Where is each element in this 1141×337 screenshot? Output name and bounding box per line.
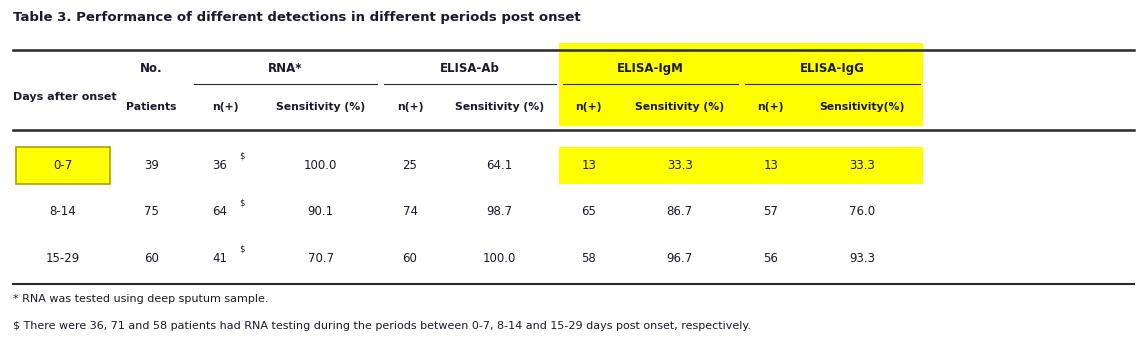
Text: $: $	[238, 245, 244, 254]
Text: n(+): n(+)	[212, 102, 238, 112]
Text: 93.3: 93.3	[849, 252, 875, 265]
FancyBboxPatch shape	[559, 87, 923, 126]
Text: Sensitivity(%): Sensitivity(%)	[819, 102, 905, 112]
Text: n(+): n(+)	[397, 102, 423, 112]
Text: $: $	[238, 151, 244, 160]
FancyBboxPatch shape	[559, 148, 923, 184]
Text: RNA*: RNA*	[268, 62, 302, 75]
Text: n(+): n(+)	[575, 102, 602, 112]
Text: Sensitivity (%): Sensitivity (%)	[276, 102, 365, 112]
Text: No.: No.	[140, 62, 163, 75]
Text: 15-29: 15-29	[46, 252, 80, 265]
Text: 100.0: 100.0	[304, 159, 338, 172]
Text: n(+): n(+)	[758, 102, 784, 112]
Text: Sensitivity (%): Sensitivity (%)	[455, 102, 544, 112]
Text: 65: 65	[581, 206, 596, 218]
Text: 86.7: 86.7	[666, 206, 693, 218]
Text: 56: 56	[763, 252, 778, 265]
Text: 25: 25	[403, 159, 418, 172]
Text: ELISA-IgM: ELISA-IgM	[617, 62, 683, 75]
Text: 57: 57	[763, 206, 778, 218]
Text: 8-14: 8-14	[49, 206, 76, 218]
Text: 60: 60	[144, 252, 159, 265]
Text: * RNA was tested using deep sputum sample.: * RNA was tested using deep sputum sampl…	[13, 294, 268, 304]
Text: Days after onset: Days after onset	[13, 92, 116, 102]
Text: 41: 41	[212, 252, 227, 265]
Text: 64.1: 64.1	[486, 159, 512, 172]
Text: 58: 58	[581, 252, 596, 265]
Text: 36: 36	[212, 159, 227, 172]
Text: 100.0: 100.0	[483, 252, 516, 265]
Text: 33.3: 33.3	[849, 159, 875, 172]
Text: 64: 64	[212, 206, 227, 218]
Text: 74: 74	[403, 206, 418, 218]
Text: 98.7: 98.7	[486, 206, 512, 218]
Text: 39: 39	[144, 159, 159, 172]
Text: Patients: Patients	[127, 102, 177, 112]
Text: 33.3: 33.3	[666, 159, 693, 172]
FancyBboxPatch shape	[16, 148, 110, 184]
FancyBboxPatch shape	[742, 43, 923, 93]
FancyBboxPatch shape	[559, 43, 742, 93]
Text: 76.0: 76.0	[849, 206, 875, 218]
Text: 0-7: 0-7	[54, 159, 73, 172]
Text: 13: 13	[581, 159, 596, 172]
Text: Table 3. Performance of different detections in different periods post onset: Table 3. Performance of different detect…	[13, 11, 581, 24]
Text: 13: 13	[763, 159, 778, 172]
Text: ELISA-Ab: ELISA-Ab	[439, 62, 500, 75]
Text: 60: 60	[403, 252, 418, 265]
Text: $: $	[238, 198, 244, 207]
Text: 96.7: 96.7	[666, 252, 693, 265]
Text: ELISA-IgG: ELISA-IgG	[800, 62, 865, 75]
Text: 75: 75	[144, 206, 159, 218]
Text: 70.7: 70.7	[308, 252, 333, 265]
Text: 90.1: 90.1	[308, 206, 333, 218]
Text: $ There were 36, 71 and 58 patients had RNA testing during the periods between 0: $ There were 36, 71 and 58 patients had …	[13, 320, 751, 331]
Text: Sensitivity (%): Sensitivity (%)	[636, 102, 725, 112]
